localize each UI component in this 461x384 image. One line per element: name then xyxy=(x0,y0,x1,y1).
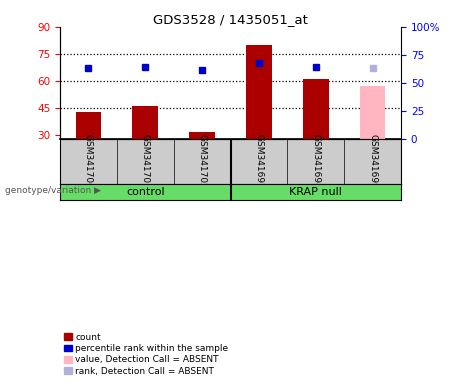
Bar xyxy=(132,106,158,139)
Text: GSM341700: GSM341700 xyxy=(84,134,93,189)
Text: GSM341702: GSM341702 xyxy=(198,134,207,189)
Bar xyxy=(246,45,272,139)
Text: GSM341699: GSM341699 xyxy=(368,134,377,189)
Bar xyxy=(303,79,329,139)
Text: GSM341697: GSM341697 xyxy=(254,134,263,189)
Text: control: control xyxy=(126,187,165,197)
Text: GSM341698: GSM341698 xyxy=(311,134,320,189)
Title: GDS3528 / 1435051_at: GDS3528 / 1435051_at xyxy=(153,13,308,26)
Legend: count, percentile rank within the sample, value, Detection Call = ABSENT, rank, : count, percentile rank within the sample… xyxy=(65,333,228,376)
Bar xyxy=(189,132,215,139)
Text: genotype/variation ▶: genotype/variation ▶ xyxy=(5,185,100,195)
Text: GSM341701: GSM341701 xyxy=(141,134,150,189)
Bar xyxy=(76,112,101,139)
Text: KRAP null: KRAP null xyxy=(290,187,342,197)
Bar xyxy=(360,86,385,139)
